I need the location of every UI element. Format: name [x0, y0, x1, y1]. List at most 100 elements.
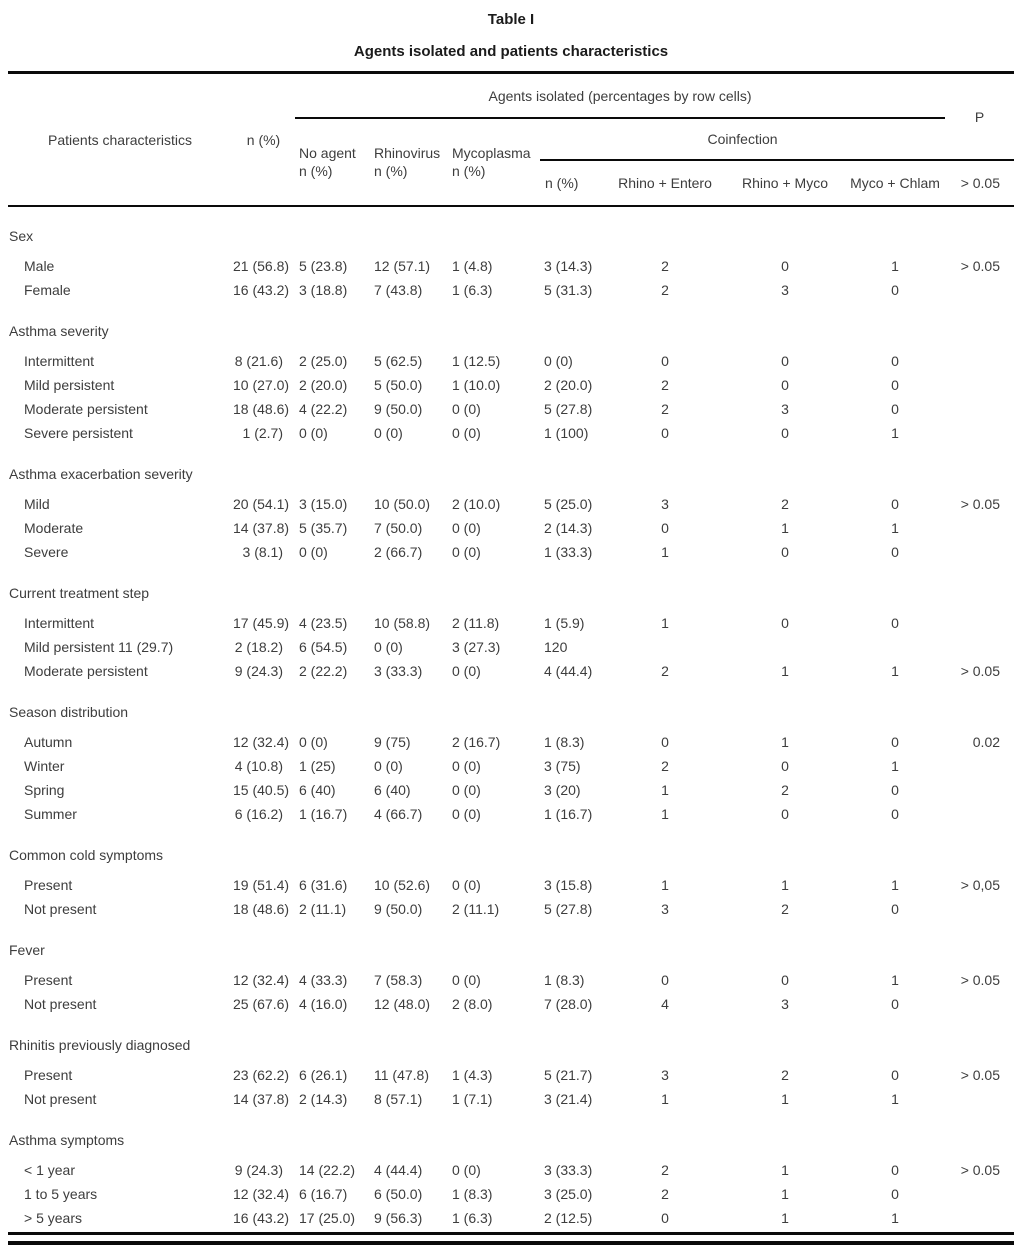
myco-chlam-cell: 0	[891, 377, 899, 393]
no-agent-cell: 0 (0)	[299, 544, 328, 560]
coinfection-n-pct-cell: 5 (27.8)	[544, 401, 593, 417]
no-agent-cell: 4 (23.5)	[299, 615, 348, 631]
rhino-myco-cell: 0	[781, 258, 789, 274]
coinfection-n-pct-cell: 2 (14.3)	[544, 520, 593, 536]
row-label: Winter	[24, 758, 65, 774]
no-agent-cell: 14 (22.2)	[299, 1162, 356, 1178]
section-label: Asthma severity	[9, 323, 109, 339]
rhino-entero-cell: 3	[661, 901, 669, 917]
rhino-myco-cell: 1	[781, 734, 789, 750]
rhino-entero-cell	[605, 635, 725, 659]
no-agent-cell: 6 (26.1)	[299, 1067, 348, 1083]
rhinovirus-cell: 0 (0)	[374, 425, 403, 441]
section-row: Common cold symptoms	[8, 826, 1014, 873]
coinfection-n-pct-cell: 3 (14.3)	[544, 258, 593, 274]
row-label: Intermittent	[24, 615, 95, 631]
rhino-entero-cell: 1	[661, 877, 669, 893]
rhino-myco-cell: 0	[781, 544, 789, 560]
n-pct-cell: 15 (40.5)	[233, 782, 290, 798]
row-label: Moderate persistent	[24, 401, 148, 417]
coinfection-n-pct-cell: 5 (21.7)	[544, 1067, 593, 1083]
row-label: Present	[24, 877, 73, 893]
n-pct-cell: 18 (48.6)	[233, 401, 290, 417]
n-pct-cell: 3 (8.1)	[242, 544, 283, 560]
myco-chlam-cell: 1	[891, 1210, 899, 1226]
row-label: Moderate persistent	[24, 663, 148, 679]
coinfection-n-pct-cell: 1 (5.9)	[544, 615, 585, 631]
n-pct-cell: 19 (51.4)	[233, 877, 290, 893]
mycoplasma-cell: 0 (0)	[452, 1162, 481, 1178]
no-agent-cell: 6 (16.7)	[299, 1186, 348, 1202]
myco-chlam-cell: 1	[891, 258, 899, 274]
rhino-myco-cell: 0	[781, 353, 789, 369]
no-agent-cell: 4 (16.0)	[299, 996, 348, 1012]
rhinovirus-cell: 10 (58.8)	[374, 615, 431, 631]
row-label: Severe persistent	[24, 425, 133, 441]
row-label: Not present	[24, 901, 97, 917]
rhino-entero-cell: 0	[661, 425, 669, 441]
table-row: Mild persistent 10 (27.0) 2 (20.0) 5 (50.0)…	[8, 373, 1014, 397]
col-header-p: P	[945, 74, 1015, 161]
table-row: Not present 25 (67.6) 4 (16.0) 12 (48.0) 2 (…	[8, 992, 1014, 1016]
no-agent-cell: 2 (11.1)	[299, 901, 347, 917]
section-row: Season distribution	[8, 683, 1014, 730]
myco-chlam-cell: 0	[891, 615, 899, 631]
rhino-myco-cell: 3	[781, 401, 789, 417]
rhinovirus-cell: 6 (50.0)	[374, 1186, 423, 1202]
p-value-cell	[945, 1206, 1014, 1230]
rhino-entero-cell: 0	[661, 353, 669, 369]
mycoplasma-cell: 1 (8.3)	[452, 1186, 493, 1202]
p-value-cell: > 0.05	[960, 1162, 1001, 1178]
rhinovirus-cell: 7 (58.3)	[374, 972, 423, 988]
table-row: Spring 15 (40.5) 6 (40) 6 (40) 0 (0) 3 (20) 1 2…	[8, 778, 1014, 802]
rhino-entero-cell: 0	[661, 972, 669, 988]
rhino-entero-cell: 1	[661, 806, 669, 822]
rhinovirus-cell: 5 (50.0)	[374, 377, 423, 393]
p-value-cell: 0.02	[972, 734, 1001, 750]
table-row: Severe 3 (8.1) 0 (0) 2 (66.7) 0 (0) 1 (33.3) 1…	[8, 540, 1014, 564]
mycoplasma-cell: 1 (6.3)	[452, 282, 493, 298]
coinfection-n-pct-cell: 120	[544, 639, 568, 655]
p-value-cell	[945, 516, 1014, 540]
coinfection-n-pct-cell: 1 (16.7)	[544, 806, 593, 822]
rhino-entero-cell: 2	[661, 282, 669, 298]
no-agent-cell: 5 (35.7)	[299, 520, 348, 536]
header-line-2: n (%)	[452, 163, 486, 179]
header-line-1: Mycoplasma	[452, 145, 531, 161]
header-line-1: Rhinovirus	[374, 145, 441, 161]
coinfection-n-pct-cell: 1 (8.3)	[544, 972, 585, 988]
rhino-myco-cell: 0	[781, 758, 789, 774]
p-value-cell	[945, 778, 1014, 802]
no-agent-cell: 17 (25.0)	[299, 1210, 356, 1226]
coinfection-n-pct-cell: 3 (25.0)	[544, 1186, 593, 1202]
patients-characteristics-table: Patients characteristics n (%) Agents is…	[8, 74, 1015, 1230]
coinfection-n-pct-cell: 2 (12.5)	[544, 1210, 593, 1226]
mycoplasma-cell: 0 (0)	[452, 877, 481, 893]
col-header-rhino-myco: Rhino + Myco	[725, 160, 845, 207]
col-header-rhino-entero: Rhino + Entero	[605, 160, 725, 207]
bottom-rule-lower	[8, 1241, 1014, 1245]
rhinovirus-cell: 3 (33.3)	[374, 663, 423, 679]
rhino-entero-cell: 1	[661, 782, 669, 798]
rhino-entero-cell: 2	[661, 758, 669, 774]
rhinovirus-cell: 4 (44.4)	[374, 1162, 423, 1178]
col-header-coinfection-n-pct: n (%)	[540, 160, 605, 207]
rhinovirus-cell: 5 (62.5)	[374, 353, 423, 369]
table-row: Not present 14 (37.8) 2 (14.3) 8 (57.1) 1 (7…	[8, 1087, 1014, 1111]
rhino-myco-cell: 1	[781, 1210, 789, 1226]
p-value-cell: > 0,05	[960, 877, 1001, 893]
row-label: Not present	[24, 996, 97, 1012]
mycoplasma-cell: 0 (0)	[452, 663, 481, 679]
section-label: Current treatment step	[9, 585, 150, 601]
p-value-cell	[945, 540, 1014, 564]
rhino-entero-cell: 1	[661, 1091, 669, 1107]
myco-chlam-cell: 0	[891, 1067, 899, 1083]
col-header-no-agent: No agent n (%)	[295, 118, 370, 207]
no-agent-cell: 2 (22.2)	[299, 663, 348, 679]
n-pct-cell: 9 (24.3)	[234, 663, 283, 679]
col-header-n-pct: n (%)	[232, 74, 295, 207]
section-row: Fever	[8, 921, 1014, 968]
mycoplasma-cell: 1 (6.3)	[452, 1210, 493, 1226]
table-body: Sex Male 21 (56.8) 5 (23.8) 12 (57.1) 1 (4.8)…	[8, 206, 1014, 1230]
section-row: Asthma symptoms	[8, 1111, 1014, 1158]
